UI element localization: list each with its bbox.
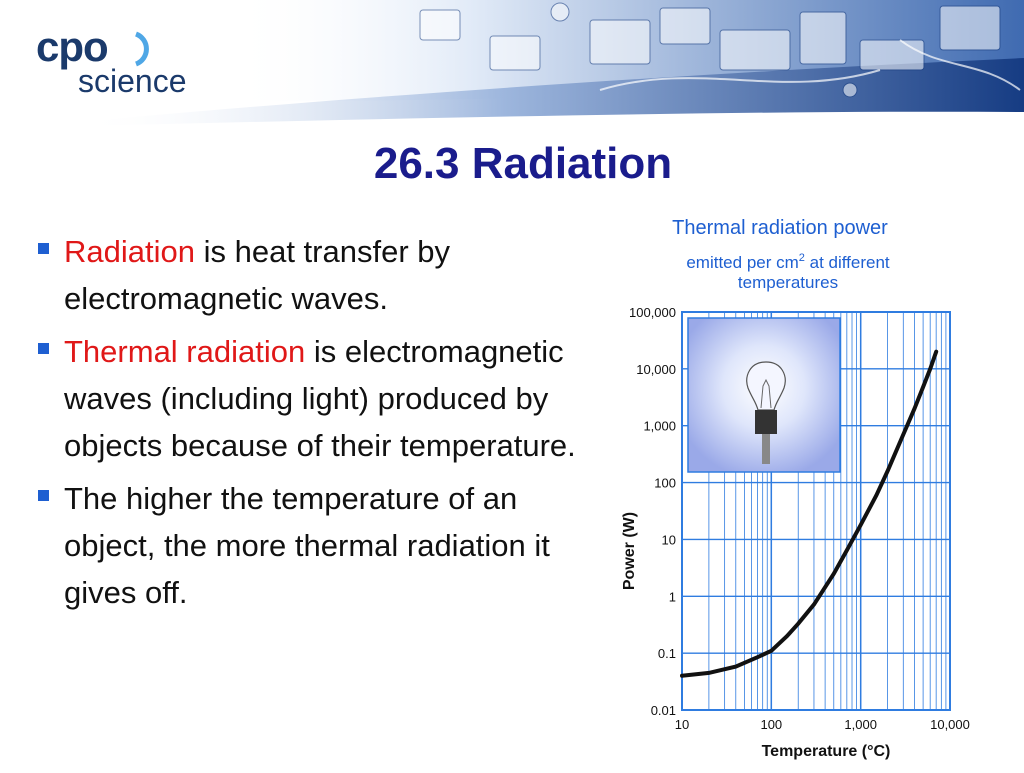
header-banner [0, 0, 1024, 135]
y-axis-label: Power (W) [621, 512, 638, 590]
logo-cpo: cpo [36, 23, 109, 70]
y-tick-label: 0.01 [651, 703, 676, 718]
chart-svg: Thermal radiation power emitted per cm2 … [621, 217, 970, 760]
logo-arc-icon [134, 31, 149, 67]
light-bulb-inset [687, 317, 841, 473]
bullet-marker [38, 343, 49, 354]
x-tick-label: 10 [675, 717, 689, 732]
x-tick-label: 100 [760, 717, 782, 732]
x-tick-label: 1,000 [844, 717, 877, 732]
cpo-science-logo: cpo science [36, 23, 216, 99]
y-tick-label: 0.1 [658, 646, 676, 661]
power-curve [680, 349, 939, 678]
y-tick-label: 100,000 [629, 305, 676, 320]
chart-subtitle-line2: temperatures [738, 273, 838, 292]
slide-title: 26.3 Radiation [373, 139, 673, 188]
chart-subtitle-line1: emitted per cm2 at different [686, 252, 890, 272]
bullet-marker [38, 490, 49, 501]
bullet-text: The higher the temperature of an object,… [64, 481, 550, 610]
plot-frame [681, 311, 951, 711]
y-tick-labels: 0.01 0.1 1 10 100 1,000 10,000 100,000 [629, 305, 676, 718]
bullet-marker [38, 243, 49, 254]
bullet-item: The higher the temperature of an object,… [34, 475, 579, 616]
bullet-highlight: Radiation [64, 234, 195, 269]
y-tick-label: 1,000 [643, 419, 676, 434]
y-tick-label: 100 [654, 476, 676, 491]
bullet-list: Radiation is heat transfer by electromag… [34, 228, 579, 622]
radiation-power-chart: Thermal radiation power emitted per cm2 … [600, 200, 1024, 768]
bullet-item: Thermal radiation is electromagnetic wav… [34, 328, 579, 469]
y-tick-label: 10,000 [636, 362, 676, 377]
y-tick-label: 10 [662, 532, 676, 547]
x-axis-label: Temperature (°C) [762, 743, 891, 760]
x-tick-label: 10,000 [930, 717, 970, 732]
bullet-text: is electromagnetic waves (including ligh… [64, 334, 576, 463]
bullet-highlight: Thermal radiation [64, 334, 306, 369]
x-tick-labels: 10 100 1,000 10,000 [675, 717, 970, 732]
bullet-text: is heat transfer by electromagnetic wave… [64, 234, 450, 316]
banner-graphic [80, 0, 1024, 126]
logo-science: science [78, 63, 187, 99]
y-tick-label: 1 [669, 589, 676, 604]
chart-title: Thermal radiation power [672, 217, 888, 239]
light-bulb-icon [746, 361, 786, 464]
bullet-item: Radiation is heat transfer by electromag… [34, 228, 579, 322]
